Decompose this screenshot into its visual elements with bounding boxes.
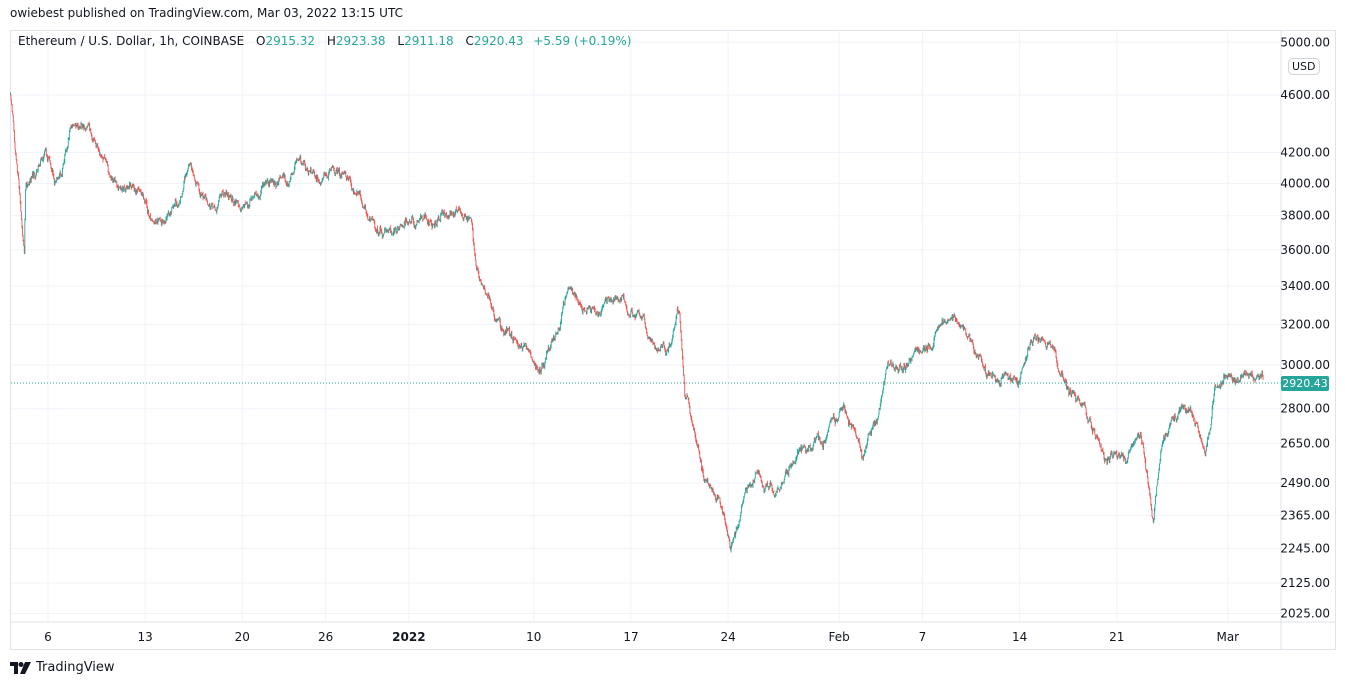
price-label: 2800.00 — [1280, 402, 1330, 416]
time-label: 14 — [1012, 630, 1027, 644]
time-label: 24 — [720, 630, 735, 644]
price-label: 4600.00 — [1280, 88, 1330, 102]
price-label: 4000.00 — [1280, 176, 1330, 190]
price-label: 3600.00 — [1280, 243, 1330, 257]
high-label: H — [326, 34, 336, 48]
grid-lines — [11, 31, 1281, 622]
change-value: +5.59 (+0.19%) — [533, 34, 632, 48]
price-label: 5000.00 — [1280, 35, 1330, 49]
chart-frame — [10, 30, 1336, 650]
price-axis: 5000.00 4600.00 4200.00 4000.00 3800.00 3600.… — [1280, 35, 1330, 620]
tradingview-brand[interactable]: TradingView — [10, 660, 115, 675]
time-label: 2022 — [392, 630, 425, 644]
close-value: 2920.43 — [473, 34, 524, 48]
time-label: 10 — [526, 630, 541, 644]
price-label: 2650.00 — [1280, 437, 1330, 451]
price-label: 3200.00 — [1280, 317, 1330, 331]
high-value: 2923.38 — [335, 34, 386, 48]
time-label: Feb — [829, 630, 850, 644]
time-label: 26 — [318, 630, 333, 644]
time-label: 21 — [1109, 630, 1124, 644]
time-label: Mar — [1216, 630, 1239, 644]
published-by-text: owiebest published on TradingView.com, M… — [10, 6, 403, 20]
price-label: 2245.00 — [1280, 541, 1330, 555]
price-label: 3000.00 — [1280, 358, 1330, 372]
price-label: 4200.00 — [1280, 145, 1330, 159]
close-label: C — [465, 34, 474, 48]
current-price-tag: 2920.43 — [1281, 376, 1329, 391]
time-label: 20 — [235, 630, 250, 644]
symbol-legend: Ethereum / U.S. Dollar, 1h, COINBASE O29… — [18, 34, 632, 48]
brand-name: TradingView — [36, 660, 115, 675]
price-label: 3400.00 — [1280, 279, 1330, 293]
low-value: 2911.18 — [404, 34, 454, 48]
price-label: 2125.00 — [1280, 576, 1330, 590]
price-label: 2025.00 — [1280, 607, 1330, 621]
time-label: 7 — [919, 630, 927, 644]
time-label: 6 — [44, 630, 52, 644]
open-label: O — [255, 34, 266, 48]
time-axis: 6 13 20 26 2022 10 17 24 Feb 7 14 21 Mar — [44, 630, 1239, 644]
open-value: 2915.32 — [265, 34, 316, 48]
tradingview-logo-icon — [10, 661, 31, 674]
price-label: 2490.00 — [1280, 476, 1330, 490]
currency-button[interactable]: USD — [1288, 58, 1320, 75]
price-label: 3800.00 — [1280, 209, 1330, 223]
low-label: L — [397, 34, 405, 48]
time-label: 13 — [138, 630, 153, 644]
time-label: 17 — [623, 630, 638, 644]
price-label: 2365.00 — [1280, 508, 1330, 522]
candles — [9, 92, 1264, 553]
symbol-title: Ethereum / U.S. Dollar, 1h, COINBASE — [18, 34, 245, 48]
